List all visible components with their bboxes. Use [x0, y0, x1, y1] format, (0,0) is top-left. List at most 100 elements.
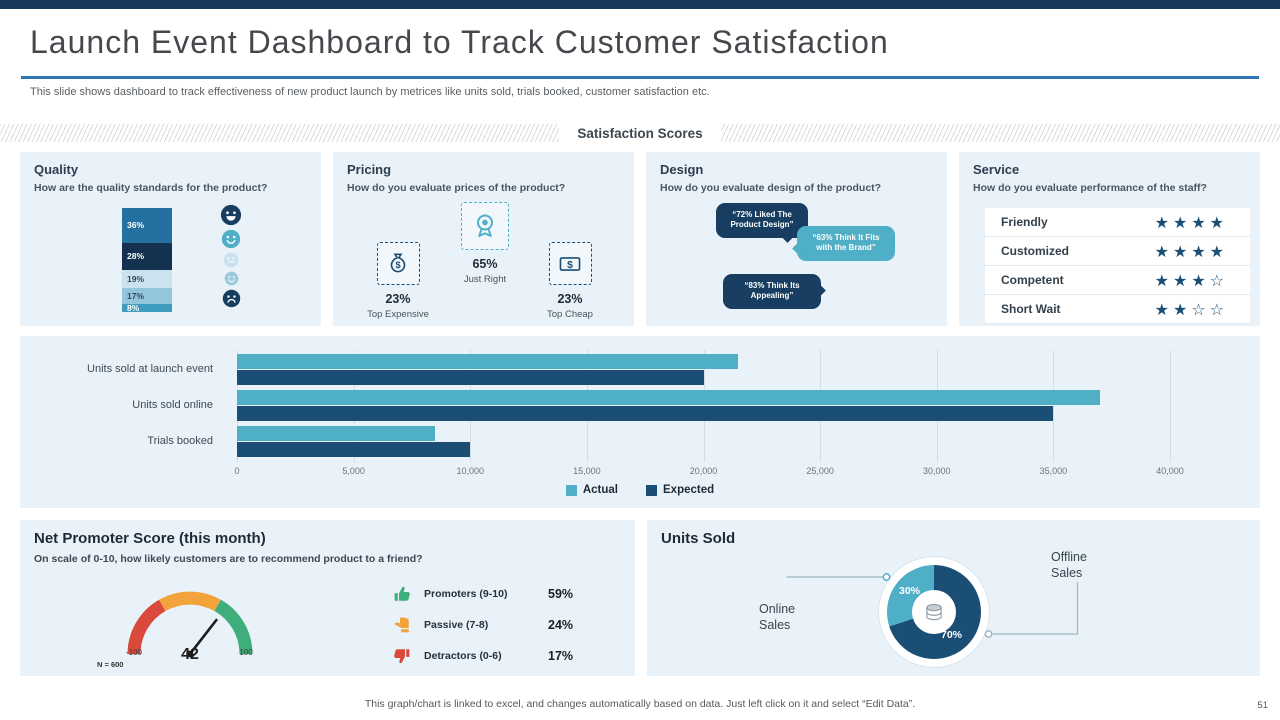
section-title: Satisfaction Scores	[559, 123, 721, 143]
service-row: Competent ★★★☆	[985, 266, 1250, 295]
expected-bar	[237, 441, 471, 457]
gridline	[1170, 350, 1171, 462]
service-row: Short Wait ★★☆☆	[985, 295, 1250, 324]
quality-segment: 8%	[122, 303, 172, 313]
service-row-label: Friendly	[1001, 215, 1048, 229]
legend-item: Actual	[565, 484, 618, 496]
nps-legend-label: Detractors (0-6)	[424, 649, 502, 662]
gauge-segment	[127, 599, 166, 655]
category-label: Trials booked	[147, 435, 213, 447]
design-panel: Design How do you evaluate design of the…	[646, 152, 947, 326]
design-quote-text: “72% Liked The Product Design”	[730, 210, 794, 230]
expected-bar	[237, 405, 1054, 421]
svg-text:$: $	[567, 259, 573, 270]
thumb-up-icon	[394, 586, 410, 601]
nps-legend: Promoters (9-10) 59% Passive (7-8) 24% Detra…	[392, 578, 611, 671]
quality-segment: 28%	[122, 242, 172, 270]
pricing-value: 23%	[557, 292, 583, 306]
grin-face-icon	[220, 204, 242, 226]
gauge-segment	[159, 591, 221, 612]
svg-text:$: $	[395, 260, 400, 270]
nps-legend-row: Promoters (9-10) 59%	[392, 578, 611, 609]
nps-legend-row: Detractors (0-6) 17%	[392, 640, 611, 671]
pricing-icon-box: $	[548, 242, 592, 285]
bubble-tail	[792, 242, 805, 255]
legend-item: Expected	[646, 484, 714, 496]
units-donut[interactable]: 30% 70%	[878, 556, 990, 668]
nps-gauge-max-label: 100	[239, 648, 253, 657]
pricing-panel-title: Pricing	[347, 162, 392, 177]
design-quote-text: “63% Think It Fits with the Brand”	[812, 233, 880, 253]
gridline	[1053, 350, 1055, 462]
service-rating-table: Friendly ★★★★ Customized ★★★★ Competent ★★★☆ S…	[985, 208, 1250, 324]
pricing-label: Just Right	[463, 274, 507, 285]
legend-label: Expected	[663, 484, 715, 496]
service-row-label: Customized	[1001, 244, 1070, 258]
design-quote-bubble: “72% Liked The Product Design”	[716, 203, 808, 243]
offline-sales-label: Offline Sales	[1051, 550, 1087, 580]
dollar-note-icon: $	[559, 256, 581, 270]
category-label: Units sold online	[132, 399, 213, 411]
x-tick-label: 0	[234, 466, 240, 476]
service-row-label: Short Wait	[1001, 302, 1061, 316]
design-bubbles: “72% Liked The Product Design” “63% Think…	[646, 152, 947, 326]
category-label: Units sold at launch event	[87, 363, 213, 375]
gauge-segment	[214, 599, 253, 655]
quality-panel-question: How are the quality standards for the pr…	[34, 182, 268, 194]
donut-hole	[912, 590, 956, 634]
x-tick-label: 35,000	[1039, 466, 1068, 476]
quality-stacked-bar[interactable]: 36% 28% 19% 17% 8%	[122, 208, 172, 313]
x-tick-label: 5,000	[342, 466, 365, 476]
offline-share-label: 70%	[941, 629, 963, 641]
service-panel: Service How do you evaluate performance …	[959, 152, 1260, 326]
service-panel-title: Service	[973, 162, 1020, 177]
slide-subtitle: This slide shows dashboard to track effe…	[30, 86, 710, 98]
units-title: Units Sold	[661, 530, 736, 547]
service-row: Customized ★★★★	[985, 237, 1250, 266]
star-rating: ★★★★	[1154, 241, 1228, 261]
pricing-icon-box: $	[376, 242, 420, 285]
expected-bar	[237, 369, 704, 385]
bar-plot-area	[237, 350, 1171, 462]
launch-metrics-chart[interactable]: Units sold at launch event Units sold onl…	[20, 336, 1260, 508]
quality-segment: 17%	[122, 287, 172, 305]
pricing-item: $23% Top Expensive	[350, 242, 446, 320]
actual-bar	[237, 426, 436, 441]
nps-legend-label: Promoters (9-10)	[424, 587, 508, 600]
pricing-label: Top Cheap	[547, 309, 593, 320]
coins-icon	[926, 603, 942, 621]
x-tick-label: 20,000	[689, 466, 718, 476]
pricing-item: $23% Top Cheap	[522, 242, 618, 320]
neutral-face-icon	[223, 252, 239, 268]
bubble-tail	[813, 284, 826, 297]
section-strip: Satisfaction Scores	[0, 123, 1280, 143]
nps-legend-value: 24%	[548, 617, 574, 632]
sad-face-icon	[222, 289, 240, 308]
smile-face-icon	[221, 229, 241, 249]
service-row: Friendly ★★★★	[985, 208, 1250, 237]
chart-legend: Actual Expected	[20, 484, 1260, 496]
online-share-label: 30%	[899, 585, 921, 597]
bubble-tail	[781, 229, 794, 243]
star-rating: ★★★★	[1154, 212, 1228, 232]
x-tick-label: 10,000	[456, 466, 485, 476]
actual-bar	[237, 354, 739, 369]
nps-gauge[interactable]: 42 -100 100	[115, 576, 265, 676]
pricing-label: Top Expensive	[367, 309, 429, 320]
footer-note: This graph/chart is linked to excel, and…	[364, 698, 916, 710]
quality-segment: 19%	[122, 269, 172, 288]
pricing-value: 65%	[472, 257, 498, 271]
pricing-icon-box	[461, 202, 509, 250]
gauge-pivot	[186, 650, 194, 658]
nps-panel: Net Promoter Score (this month) On scale…	[20, 520, 635, 676]
design-quote-text: “83% Think Its Appealing”	[744, 281, 800, 301]
online-sales-label: Online Sales	[759, 602, 796, 632]
quality-segment: 36%	[122, 208, 172, 243]
design-panel-title: Design	[660, 162, 704, 177]
pricing-panel-question: How do you evaluate prices of the produc…	[347, 182, 566, 194]
actual-bar	[237, 390, 1101, 405]
units-sold-panel: Units Sold 30% 70% Online Sales Offline …	[647, 520, 1260, 676]
service-panel-question: How do you evaluate performance of the s…	[973, 182, 1207, 194]
legend-label: Actual	[582, 484, 618, 496]
